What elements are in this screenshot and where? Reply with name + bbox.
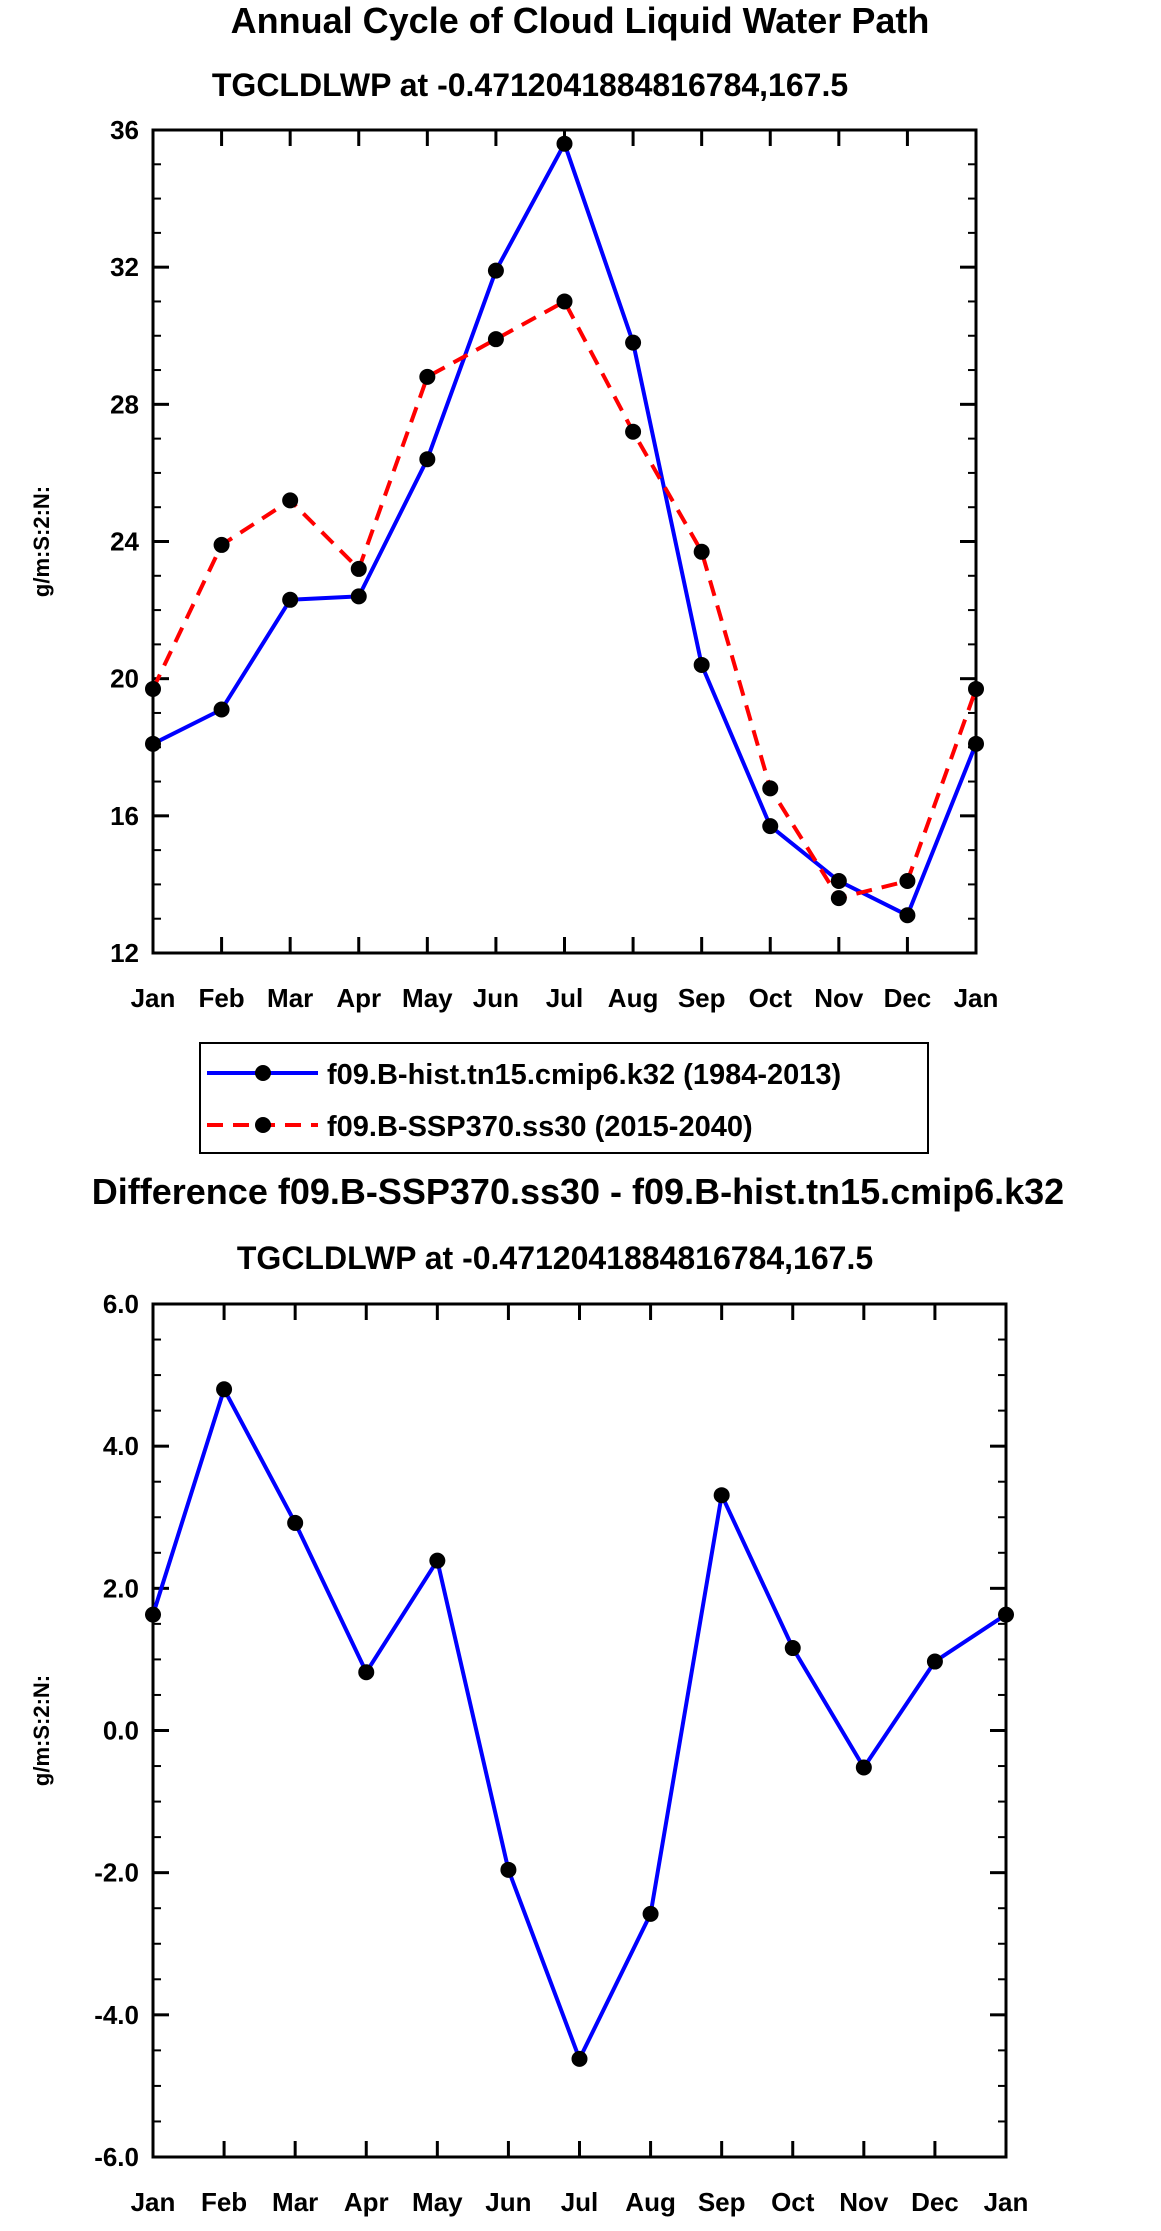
legend: f09.B-hist.tn15.cmip6.k32 (1984-2013) f0… <box>199 1042 929 1154</box>
chart0-series-1-point <box>968 735 984 752</box>
chart0-series-1-point <box>282 591 299 608</box>
chart1-series-1-point <box>287 1514 304 1531</box>
chart0-xtick-label: Mar <box>267 983 313 1013</box>
chart1-xtick-label: Aug <box>625 2187 676 2217</box>
chart1-xtick-label: Oct <box>771 2187 815 2217</box>
chart1-ylabel: g/m:S:2:N: <box>29 1675 54 1786</box>
chart1-series-1-point <box>500 1861 517 1878</box>
chart0-xtick-label: Sep <box>678 983 726 1013</box>
chart1-xtick-label: May <box>412 2187 463 2217</box>
chart1-ytick-label: -6.0 <box>94 2142 139 2172</box>
chart0-series-2-point <box>693 543 710 560</box>
chart1-series-1-point <box>855 1759 872 1776</box>
chart0-ytick-label: 32 <box>110 252 139 282</box>
chart0-ytick-label: 24 <box>110 527 139 557</box>
chart1-ytick-label: 6.0 <box>103 1289 139 1319</box>
chart1-xtick-label: Jan <box>131 2187 176 2217</box>
chart0-ytick-label: 20 <box>110 664 139 694</box>
chart1-plot: 12 16 20 24 28 32 36 Jan Feb Mar Apr May Jun Jul Aug Se… <box>29 115 998 1013</box>
chart1-ytick-label: 2.0 <box>103 1573 139 1603</box>
chart1-series-1-point <box>571 2050 588 2067</box>
chart0-series-2-point <box>282 492 299 509</box>
chart1-xtick-label: Jan <box>984 2187 1029 2217</box>
chart0-series-1-point <box>693 656 710 673</box>
chart1-xtick-label: Jun <box>485 2187 531 2217</box>
chart2-plot: -6.0 -4.0 -2.0 0.0 2.0 4.0 6.0 Jan Feb Mar Apr May J… <box>29 1289 1028 2217</box>
chart1-series-1-point <box>358 1664 375 1681</box>
chart0-series-1-point <box>213 701 230 718</box>
chart0-xtick-label: Nov <box>814 983 864 1013</box>
chart0-series-1-point <box>419 451 436 468</box>
chart0-series-2-point <box>762 780 779 797</box>
chart0-series-1-point <box>830 872 847 889</box>
chart0-series-2-point <box>556 293 573 310</box>
chart1-series-1-point <box>713 1487 730 1504</box>
chart0-ytick-label: 16 <box>110 801 139 831</box>
chart1-series-1-point <box>784 1640 801 1657</box>
chart0-ytick-label: 12 <box>110 938 139 968</box>
chart0-xtick-label: Feb <box>198 983 244 1013</box>
chart0-series-1-point <box>899 907 916 924</box>
chart1-ytick-label: -4.0 <box>94 2000 139 2030</box>
chart0-series-1-line <box>152 141 978 918</box>
chart0-series-2-point <box>487 331 504 348</box>
chart0-ytick-label: 36 <box>110 115 139 145</box>
chart0-xtick-label: Jun <box>473 983 519 1013</box>
chart1-xtick-label: Apr <box>344 2187 389 2217</box>
chart0-series-2-point <box>625 423 642 440</box>
legend-marker-series-2 <box>255 1117 271 1133</box>
chart1-ytick-label: 4.0 <box>103 1431 139 1461</box>
chart1-series-1-point <box>429 1552 446 1569</box>
chart0-xtick-label: Aug <box>608 983 659 1013</box>
legend-label-series-1: f09.B-hist.tn15.cmip6.k32 (1984-2013) <box>327 1059 841 1091</box>
chart1-series-1-point <box>926 1653 943 1670</box>
chart0-series-2-line <box>151 299 978 901</box>
chart0-xtick-label: Jul <box>546 983 584 1013</box>
legend-marker-series-1 <box>255 1065 271 1081</box>
chart0-frame <box>151 128 978 955</box>
chart0-series-1-point <box>145 735 161 752</box>
chart1-xtick-label: Jul <box>561 2187 599 2217</box>
chart0-xtick-label: Jan <box>131 983 176 1013</box>
chart0-ytick-label: 28 <box>110 389 139 419</box>
chart0-series-1-point <box>487 262 504 279</box>
chart0-series-1-point <box>625 334 642 351</box>
chart1-xtick-label: Sep <box>698 2187 746 2217</box>
chart0-series-2-point <box>350 560 367 577</box>
chart1-xtick-label: Feb <box>201 2187 247 2217</box>
chart1-title: Annual Cycle of Cloud Liquid Water Path <box>231 0 930 41</box>
chart1-series-1-point <box>998 1606 1014 1623</box>
chart2-subtitle: TGCLDLWP at -0.4712041884816784,167.5 <box>237 1240 873 1276</box>
legend-label-series-2: f09.B-SSP370.ss30 (2015-2040) <box>327 1111 753 1143</box>
chart0-series-2-point <box>899 872 916 889</box>
chart0-series-2-point <box>830 890 847 907</box>
chart1-xtick-label: Dec <box>911 2187 959 2217</box>
chart1-ytick-label: 0.0 <box>103 1716 139 1746</box>
legend-box <box>199 1042 929 1154</box>
chart0-series-1-point <box>762 818 779 835</box>
chart1-subtitle: TGCLDLWP at -0.4712041884816784,167.5 <box>212 67 848 103</box>
chart0-xtick-label: May <box>402 983 453 1013</box>
chart1-ytick-label: -2.0 <box>94 1858 139 1888</box>
chart0-series-2-point <box>145 680 161 697</box>
chart1-xtick-label: Mar <box>272 2187 318 2217</box>
chart1-series-1-point <box>216 1381 233 1398</box>
chart0-series-2-point <box>213 536 230 553</box>
chart0-xtick-label: Oct <box>749 983 793 1013</box>
chart0-xtick-label: Jan <box>954 983 999 1013</box>
chart1-series-1-line <box>151 1387 1008 2061</box>
chart0-xtick-label: Apr <box>336 983 381 1013</box>
chart0-series-2-point <box>968 680 984 697</box>
chart2-title: Difference f09.B-SSP370.ss30 - f09.B-his… <box>92 1171 1064 1212</box>
chart0-xtick-label: Dec <box>884 983 932 1013</box>
chart1-series-1-point <box>145 1606 161 1623</box>
chart0-series-2-point <box>419 368 436 385</box>
chart0-series-1-point <box>350 588 367 605</box>
chart1-frame <box>151 1302 1008 2159</box>
chart0-ylabel: g/m:S:2:N: <box>29 486 54 597</box>
chart0-series-1-point <box>556 135 573 152</box>
chart1-series-1-point <box>642 1905 659 1922</box>
chart1-xtick-label: Nov <box>839 2187 889 2217</box>
